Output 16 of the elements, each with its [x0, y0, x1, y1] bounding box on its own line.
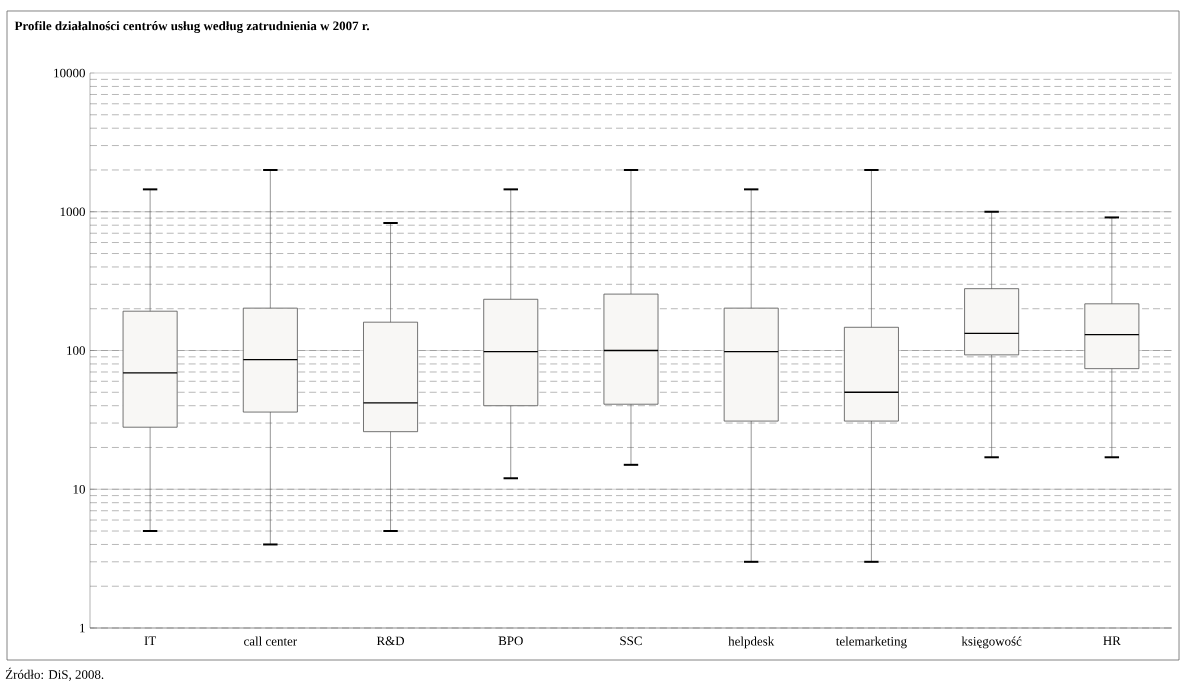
- x-tick-label: księgowość: [961, 636, 1022, 649]
- chart-title: Profile działalności centrów usług według zatrudnienia w 2007 r.: [14, 21, 370, 33]
- x-tick-label: call center: [244, 636, 298, 646]
- y-tick-label: 1000: [60, 207, 85, 217]
- x-tick-label: IT: [144, 636, 157, 645]
- x-tick-label: BPO: [498, 636, 523, 646]
- x-tick-label: telemarketing: [835, 636, 907, 649]
- x-tick-label: SSC: [620, 636, 642, 646]
- y-tick-label: 10000: [54, 68, 85, 78]
- y-tick-label: 100: [67, 346, 85, 355]
- y-tick-label: 1: [80, 623, 85, 633]
- text: Źródło: DiS, 2008.: [5, 667, 104, 681]
- x-tick-label: R&D: [376, 636, 405, 646]
- x-tick-label: HR: [1103, 636, 1121, 645]
- x-tick-label: helpdesk: [728, 636, 775, 649]
- y-tick-label: 10: [73, 484, 85, 494]
